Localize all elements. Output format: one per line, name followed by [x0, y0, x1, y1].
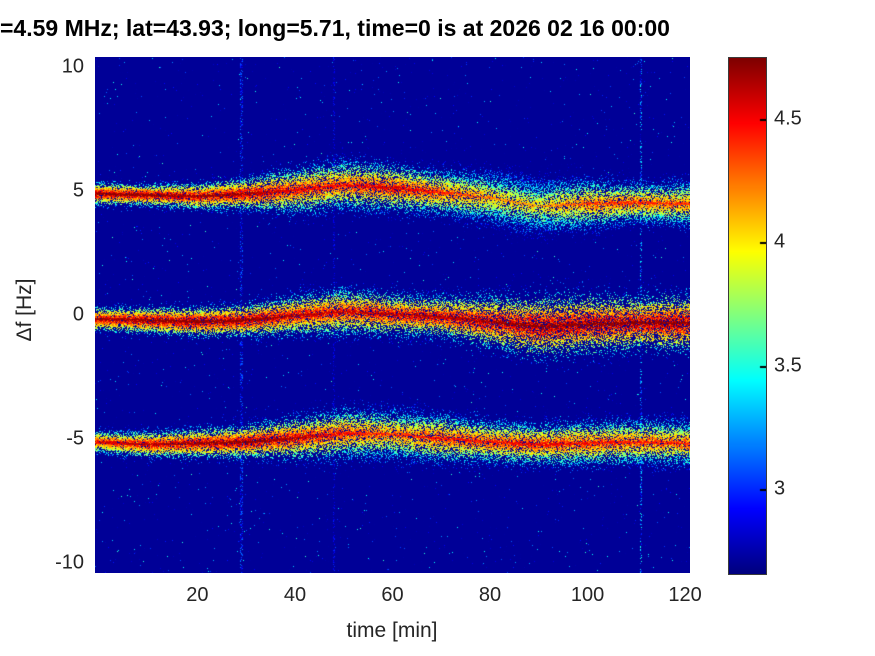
x-tick-40: 40: [283, 584, 307, 606]
y-tick--5: -5: [66, 427, 84, 450]
colorbar: [728, 57, 767, 575]
x-tick-20: 20: [186, 584, 209, 606]
colorbar-tick-3.5: 3.5: [774, 354, 802, 377]
x-tick-80: 80: [478, 584, 502, 606]
x-axis-label: time [min]: [346, 619, 438, 642]
colorbar-tick-4.5: 4.5: [774, 107, 802, 130]
y-tick-0: 0: [72, 303, 84, 326]
colorbar-tick-3: 3: [774, 477, 786, 500]
x-tick-100: 100: [570, 584, 605, 606]
y-tick--10: -10: [55, 551, 84, 574]
chart-title: =4.59 MHz; lat=43.93; long=5.71, time=0 …: [0, 15, 670, 41]
colorbar-tick-4: 4: [774, 230, 786, 253]
spectrogram-canvas: [95, 57, 690, 573]
x-tick-120: 120: [668, 584, 702, 606]
y-tick-5: 5: [72, 179, 84, 202]
y-tick-10: 10: [61, 55, 84, 78]
x-tick-60: 60: [381, 584, 404, 606]
